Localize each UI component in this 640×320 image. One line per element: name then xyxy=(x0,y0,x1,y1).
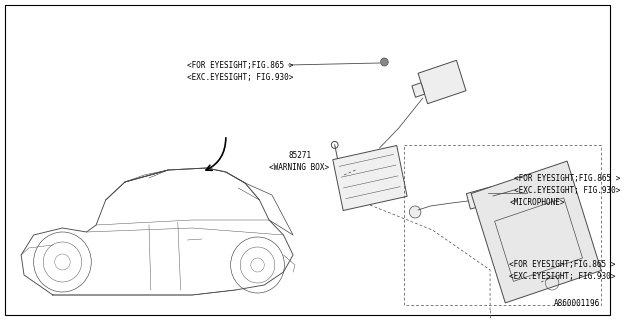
Text: <FOR EYESIGHT;FIG.865 >: <FOR EYESIGHT;FIG.865 > xyxy=(514,173,620,182)
Circle shape xyxy=(381,58,388,66)
Circle shape xyxy=(512,184,522,194)
Polygon shape xyxy=(471,161,601,303)
Text: A860001196: A860001196 xyxy=(554,299,600,308)
Text: <FOR EYESIGHT;FIG.865 >: <FOR EYESIGHT;FIG.865 > xyxy=(509,260,616,269)
Text: <WARNING BOX>: <WARNING BOX> xyxy=(269,163,329,172)
Polygon shape xyxy=(333,146,407,211)
Text: <EXC.EYESIGHT; FIG.930>: <EXC.EYESIGHT; FIG.930> xyxy=(188,73,294,82)
Polygon shape xyxy=(412,83,424,97)
Polygon shape xyxy=(418,60,466,104)
Text: <EXC.EYESIGHT; FIG.930>: <EXC.EYESIGHT; FIG.930> xyxy=(514,186,620,195)
Text: <FOR EYESIGHT;FIG.865 >: <FOR EYESIGHT;FIG.865 > xyxy=(188,60,294,69)
Text: <EXC.EYESIGHT; FIG.930>: <EXC.EYESIGHT; FIG.930> xyxy=(509,273,616,282)
Polygon shape xyxy=(467,187,495,209)
Text: 85271: 85271 xyxy=(288,150,312,159)
Text: <MICROPHONE>: <MICROPHONE> xyxy=(509,197,564,206)
Circle shape xyxy=(410,206,421,218)
